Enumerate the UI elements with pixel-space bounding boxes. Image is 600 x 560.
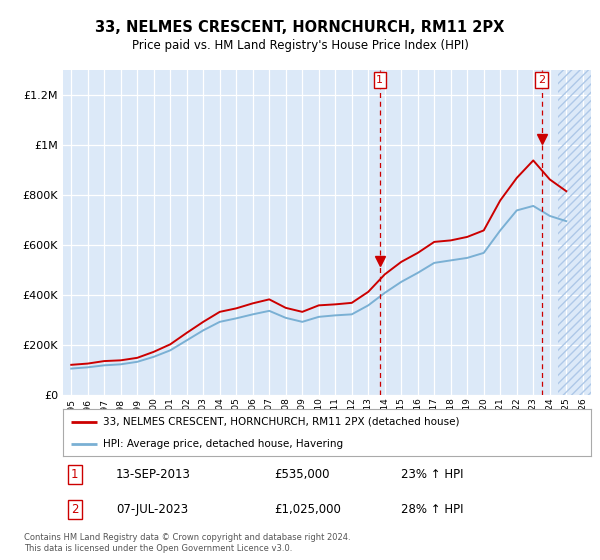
Bar <box>558 70 593 395</box>
Text: 07-JUL-2023: 07-JUL-2023 <box>116 503 188 516</box>
Text: 33, NELMES CRESCENT, HORNCHURCH, RM11 2PX: 33, NELMES CRESCENT, HORNCHURCH, RM11 2P… <box>95 20 505 35</box>
Text: 33, NELMES CRESCENT, HORNCHURCH, RM11 2PX (detached house): 33, NELMES CRESCENT, HORNCHURCH, RM11 2P… <box>103 417 459 427</box>
Bar <box>558 70 593 395</box>
Text: £535,000: £535,000 <box>274 468 330 481</box>
Text: 28% ↑ HPI: 28% ↑ HPI <box>401 503 463 516</box>
Text: 13-SEP-2013: 13-SEP-2013 <box>116 468 191 481</box>
Text: 2: 2 <box>71 503 79 516</box>
Text: 23% ↑ HPI: 23% ↑ HPI <box>401 468 463 481</box>
Text: 1: 1 <box>71 468 79 481</box>
Text: Contains HM Land Registry data © Crown copyright and database right 2024.
This d: Contains HM Land Registry data © Crown c… <box>24 533 350 553</box>
Text: £1,025,000: £1,025,000 <box>274 503 341 516</box>
Text: Price paid vs. HM Land Registry's House Price Index (HPI): Price paid vs. HM Land Registry's House … <box>131 39 469 52</box>
Text: 1: 1 <box>376 75 383 85</box>
Text: 2: 2 <box>538 75 545 85</box>
Text: HPI: Average price, detached house, Havering: HPI: Average price, detached house, Have… <box>103 438 343 449</box>
